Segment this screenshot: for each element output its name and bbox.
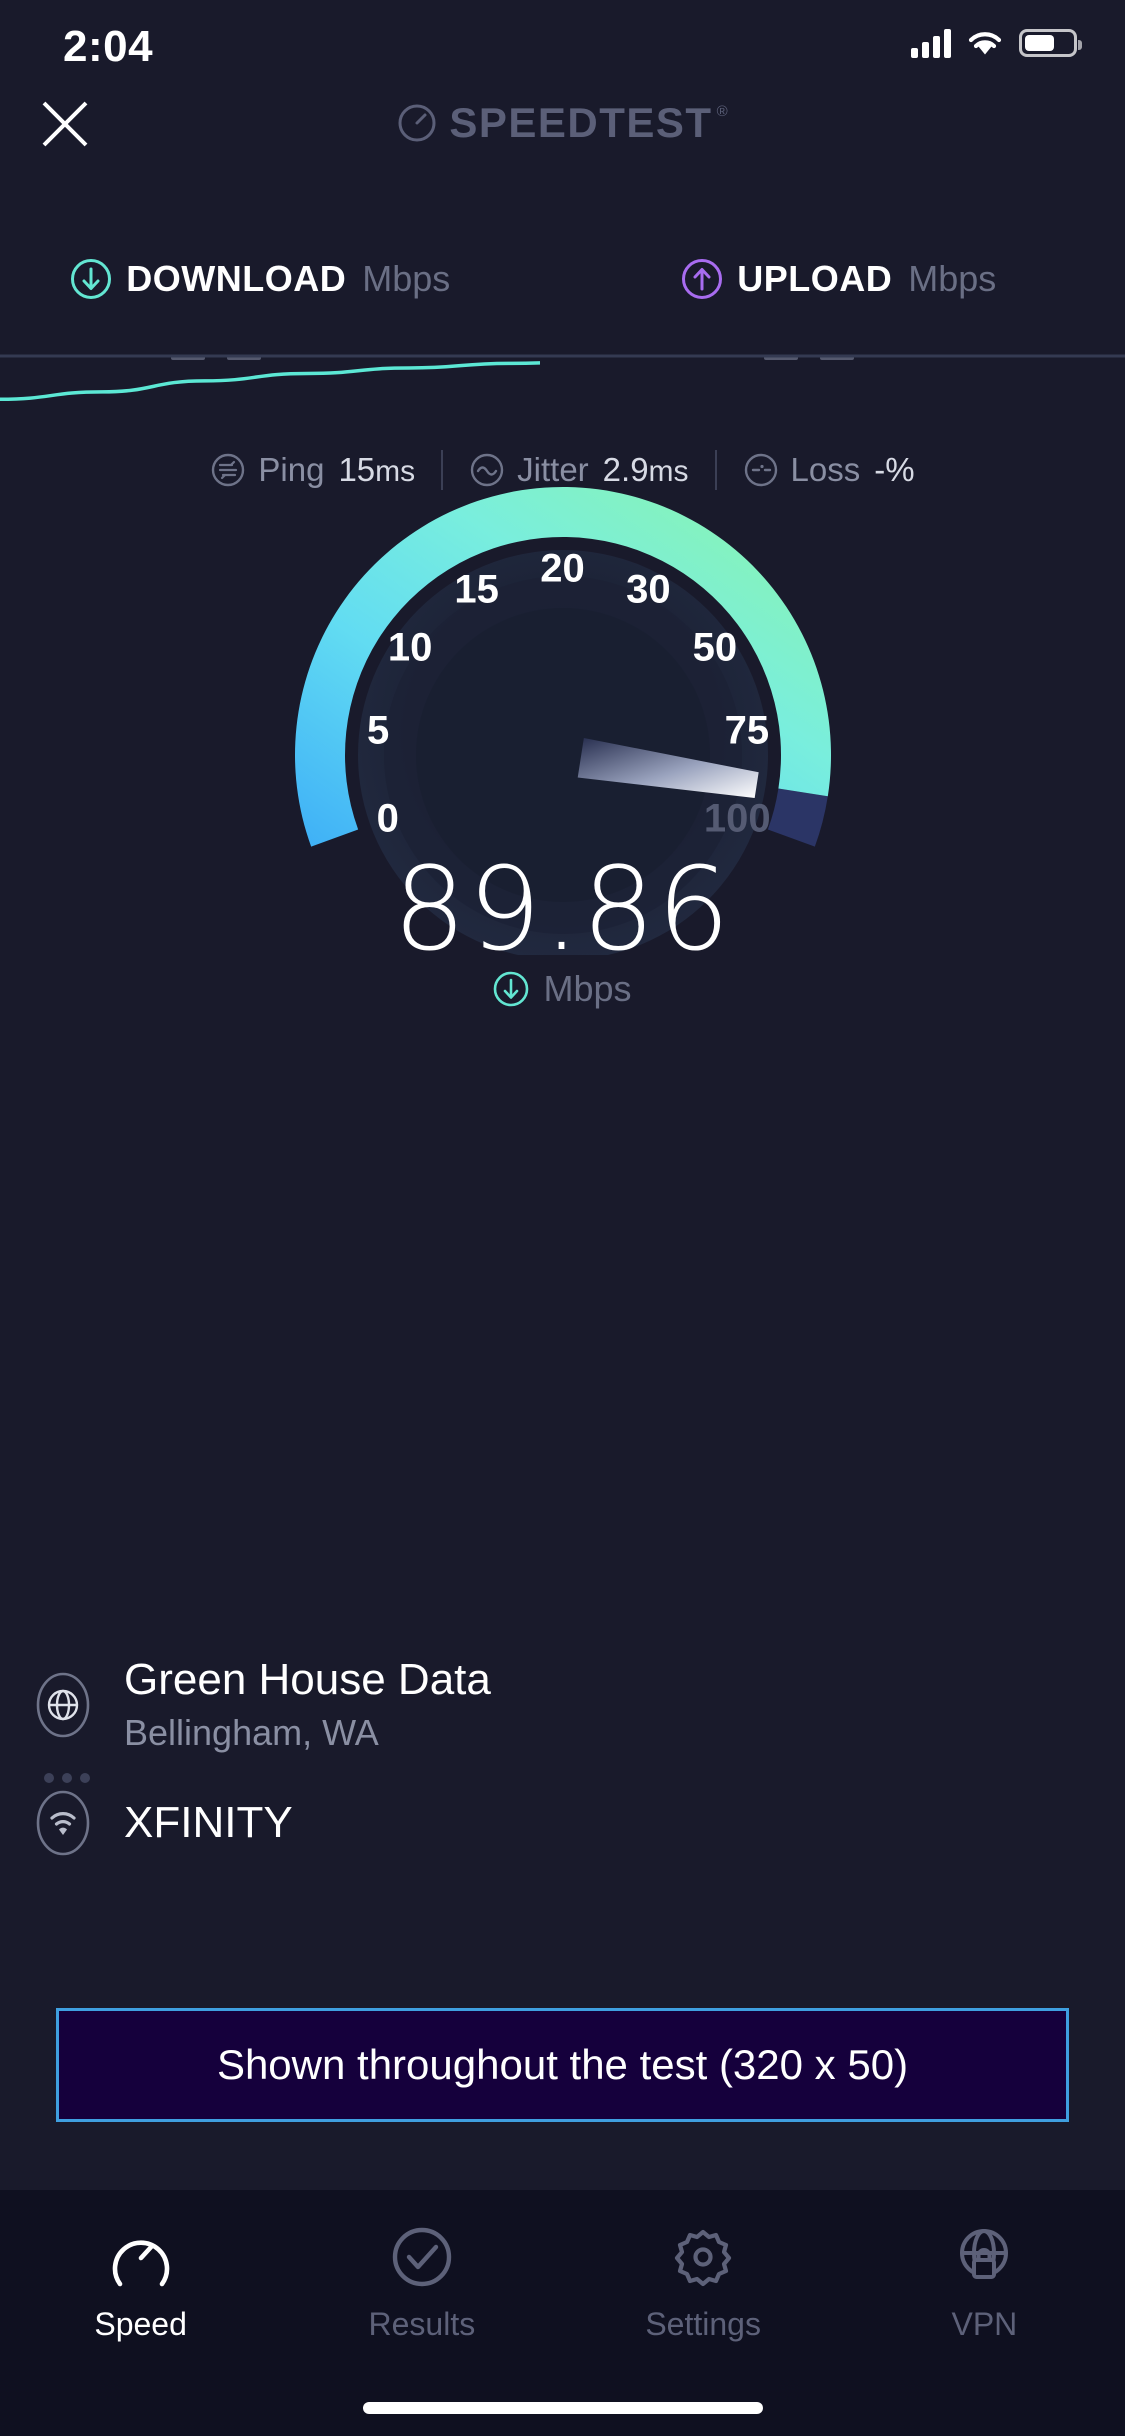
ping-value: 15ms xyxy=(338,451,416,488)
globe-icon xyxy=(30,1672,96,1738)
ping-metric: Ping 15ms xyxy=(210,451,415,489)
loss-metric: Loss -% xyxy=(743,451,915,489)
jitter-label: Jitter xyxy=(517,451,589,488)
tab-vpn-label: VPN xyxy=(951,2306,1018,2342)
loss-value: -% xyxy=(874,451,915,488)
tab-vpn[interactable]: VPN xyxy=(844,2222,1125,2343)
loss-icon xyxy=(743,452,779,488)
loss-label: Loss xyxy=(790,451,861,488)
tab-settings-label: Settings xyxy=(645,2306,761,2342)
gauge-graphic xyxy=(294,487,831,955)
brand-trademark: ® xyxy=(716,103,728,120)
server-row[interactable]: Green House Data Bellingham, WA xyxy=(0,1655,1125,1755)
status-bar: 2:04 xyxy=(0,0,1125,110)
jitter-value: 2.9ms xyxy=(602,451,689,488)
status-time: 2:04 xyxy=(63,22,154,71)
check-circle-icon xyxy=(387,2222,457,2292)
close-icon[interactable] xyxy=(36,95,94,153)
speedtest-gauge-icon xyxy=(397,103,437,143)
speed-value: 89.86 xyxy=(392,843,733,977)
ad-banner-text: Shown throughout the test (320 x 50) xyxy=(216,2041,909,2088)
server-info[interactable]: Green House Data Bellingham, WA xyxy=(0,1655,1125,1783)
tab-speed[interactable]: Speed xyxy=(0,2222,281,2343)
upload-unit: Mbps xyxy=(908,258,997,299)
speed-gauge: 0 5 10 15 20 30 50 75 100 89.86 Mbps xyxy=(0,455,1125,1009)
jitter-metric: Jitter 2.9ms xyxy=(469,451,689,489)
speed-gauge-icon xyxy=(106,2222,176,2292)
isp-name: XFINITY xyxy=(124,1797,293,1847)
upload-metric-header[interactable]: UPLOAD Mbps xyxy=(563,258,1125,300)
cellular-bars-icon xyxy=(911,28,951,58)
download-arrow-icon xyxy=(493,971,529,1007)
more-dots-icon[interactable] xyxy=(44,1773,90,1783)
divider xyxy=(714,450,717,490)
isp-texts: XFINITY xyxy=(124,1798,293,1849)
speed-unit-label: Mbps xyxy=(543,968,632,1009)
server-name: Green House Data xyxy=(124,1655,491,1704)
jitter-icon xyxy=(469,452,505,488)
ping-label: Ping xyxy=(258,451,325,488)
gear-icon xyxy=(668,2222,738,2292)
download-unit: Mbps xyxy=(362,258,451,299)
isp-row[interactable]: XFINITY xyxy=(0,1790,1125,1856)
divider xyxy=(441,450,444,490)
download-metric-header[interactable]: DOWNLOAD Mbps xyxy=(0,258,563,300)
metrics-header-row: DOWNLOAD Mbps UPLOAD Mbps xyxy=(0,258,1125,300)
server-location: Bellingham, WA xyxy=(124,1711,379,1753)
server-texts: Green House Data Bellingham, WA xyxy=(124,1655,491,1755)
tab-results-label: Results xyxy=(368,2306,476,2342)
upload-label: UPLOAD xyxy=(737,258,893,299)
upload-arrow-icon xyxy=(681,258,723,300)
throughput-sparkline xyxy=(0,330,1125,410)
tab-speed-label: Speed xyxy=(94,2306,187,2342)
ping-icon xyxy=(210,452,246,488)
home-indicator xyxy=(362,2402,763,2414)
tab-settings[interactable]: Settings xyxy=(563,2222,844,2343)
tab-results[interactable]: Results xyxy=(281,2222,562,2343)
app-header: SPEEDTEST ® xyxy=(0,95,1125,165)
speed-unit-row: Mbps xyxy=(0,968,1125,1010)
wifi-circle-icon xyxy=(30,1790,96,1856)
bottom-tab-bar: Speed Results Settings xyxy=(0,2190,1125,2436)
status-indicators xyxy=(911,28,1082,58)
brand-logo: SPEEDTEST ® xyxy=(0,99,1125,147)
vpn-globe-lock-icon xyxy=(949,2222,1019,2292)
battery-icon xyxy=(1019,29,1082,57)
ad-banner[interactable]: Shown throughout the test (320 x 50) xyxy=(56,2008,1069,2122)
brand-name: SPEEDTEST xyxy=(449,99,713,146)
latency-row: Ping 15ms Jitter 2.9ms Loss xyxy=(0,440,1125,500)
wifi-icon xyxy=(967,29,1003,57)
download-label: DOWNLOAD xyxy=(126,258,347,299)
download-arrow-icon xyxy=(70,258,112,300)
